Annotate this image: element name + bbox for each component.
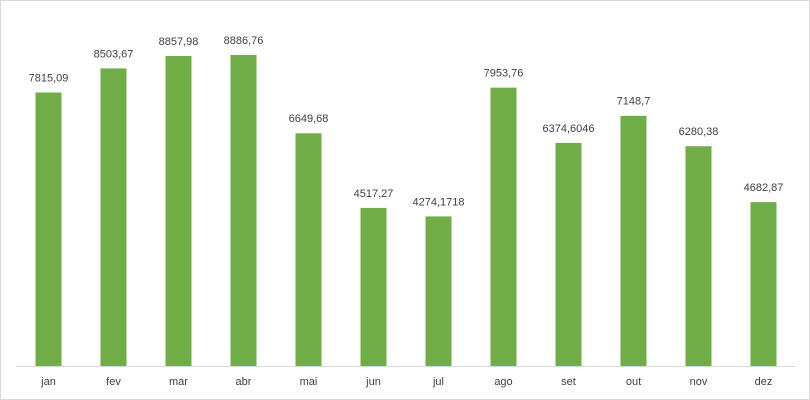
data-label: 6374,6046 — [543, 123, 595, 135]
bar — [490, 87, 517, 367]
data-label: 8857,98 — [159, 36, 199, 48]
bar — [295, 133, 322, 366]
x-tick-label: jun — [365, 376, 381, 388]
x-tick-label: abr — [236, 376, 252, 388]
bar — [100, 68, 127, 367]
x-tick-label: nov — [690, 376, 708, 388]
data-label: 8886,76 — [224, 35, 264, 47]
bar — [230, 55, 257, 366]
data-label: 4517,27 — [354, 188, 394, 200]
bar — [35, 92, 62, 367]
x-tick-label: ago — [494, 376, 512, 388]
x-tick-label: fev — [106, 376, 121, 388]
data-label: 8503,67 — [94, 48, 134, 60]
data-label: 7815,09 — [29, 72, 69, 84]
x-tick-label: jul — [432, 376, 444, 388]
x-tick-label: out — [626, 376, 641, 388]
bar — [360, 207, 387, 366]
x-tick-label: mai — [300, 376, 318, 388]
bar — [620, 115, 647, 366]
bar — [425, 216, 452, 366]
bar — [555, 142, 582, 366]
bar — [685, 146, 712, 366]
bar — [165, 56, 192, 367]
data-label: 4274,1718 — [413, 196, 465, 208]
data-label: 7953,76 — [484, 68, 524, 80]
data-label: 4682,87 — [744, 182, 784, 194]
data-label: 6649,68 — [289, 113, 329, 125]
x-tick-label: dez — [755, 376, 773, 388]
x-tick-label: set — [561, 376, 576, 388]
data-label: 6280,38 — [679, 126, 719, 138]
x-tick-label: jan — [40, 376, 56, 388]
data-label: 7148,7 — [617, 96, 651, 108]
bar — [750, 202, 777, 366]
x-tick-label: mar — [169, 376, 188, 388]
